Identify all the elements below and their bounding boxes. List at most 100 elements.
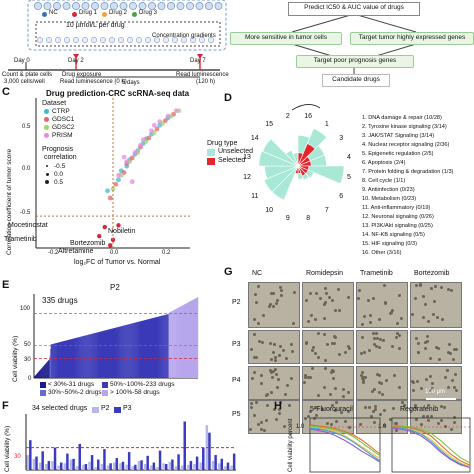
h-ylabel: Cell viability percent [288,418,294,472]
waterfall-bar [121,326,122,378]
scatter-annotation: Bortezomib [70,240,106,247]
dose-response-line [391,426,471,469]
cell-spot [426,340,430,344]
cell-spot [279,289,283,293]
cell-spot [375,337,379,341]
scale-bar [426,398,456,400]
waterfall-bar [166,314,167,378]
f-bar [168,461,172,470]
waterfall-bar [116,327,118,378]
cell-spot [307,375,311,379]
f-bar [150,465,153,470]
waterfall-bar [52,343,54,378]
cell-spot [452,421,456,425]
cell-spot [374,331,378,335]
waterfall-bar [129,324,130,378]
rose-spoke-label: 6 [339,193,343,200]
cell-spot [308,410,312,414]
cell-spot [430,386,434,390]
cell-spot [335,420,339,424]
waterfall-bar [95,332,96,378]
waterfall-bar [46,362,48,378]
waterfall-bar [197,297,199,378]
waterfall-bar [184,304,186,378]
waterfall-bar [104,330,106,378]
target-high-box: Target tumor highly expressed genes [350,32,474,45]
cell-spot [391,308,395,312]
cell-spot [257,285,261,288]
waterfall-bar [39,370,41,378]
cell-spot [271,305,275,309]
cell-spot [381,338,385,342]
f-bar [112,462,116,470]
cell-spot [319,297,323,300]
waterfall-bar [87,334,88,378]
cell-spot [266,392,270,396]
waterfall-bar [106,329,108,378]
cell-spot [337,309,341,313]
waterfall-bar [133,323,134,378]
cell-spot [277,407,281,411]
plate-legend-label: Drug 2 [109,10,128,16]
waterfall-bar [109,329,111,378]
micrograph-image [356,366,408,400]
gradient-well [135,36,143,44]
gradient-well [207,36,215,44]
waterfall-bar [132,323,134,378]
waterfall-bar [41,367,43,378]
cell-spot [428,389,432,393]
cell-spot [371,389,375,393]
cell-spot [323,286,327,290]
waterfall-bar [167,314,168,378]
cell-spot [428,357,432,361]
cell-spot [334,335,338,339]
cell-spot [312,345,316,349]
cell-spot [269,292,273,296]
cell-spot [396,331,400,335]
cell-spot [260,381,264,385]
waterfall-bar [174,309,176,378]
waterfall-bar [172,310,174,378]
cell-spot [339,410,343,414]
cell-spot [369,414,373,418]
xtick-0: -0.2 [48,250,59,256]
cell-spot [421,294,425,298]
waterfall-bar [147,319,149,378]
cell-spot [449,288,453,292]
cell-spot [449,427,453,431]
waterfall-bar [100,331,102,378]
f-bar [140,460,143,470]
waterfall-bar [187,302,189,378]
waterfall-bar [117,327,119,378]
gradient-well [198,36,206,44]
cell-spot [323,316,327,320]
waterfall-bar [57,342,58,378]
dataset-legend-label: CTRP [52,108,70,115]
waterfall-bar [168,312,170,378]
gradient-well [63,36,71,44]
f-bar [134,464,137,470]
micrograph-row-label: P4 [232,377,241,384]
waterfall-bar [113,328,115,378]
cell-spot [303,380,306,384]
cell-spot [416,341,420,345]
f-bar [226,462,230,470]
scatter-annotation: Trametinib [4,236,37,243]
cell-spot [447,288,451,292]
waterfall-bar [64,340,66,378]
waterfall-bar [134,322,135,378]
scatter-xlabel: log₂FC of Tumor vs. Normal [74,259,161,266]
micrograph-col-header: Bortezomib [414,270,450,277]
f-bar [230,465,233,470]
rose-spoke-label: 10 [265,207,273,214]
waterfall-bar [159,316,160,378]
scatter-point [121,154,127,160]
plate-legend-swatch [72,12,77,17]
waterfall-bar [92,333,93,378]
waterfall-bar [118,326,119,378]
cell-spot [361,380,365,384]
cell-spot [397,385,401,389]
waterfall-bar [59,342,61,378]
waterfall-bar [123,325,125,378]
